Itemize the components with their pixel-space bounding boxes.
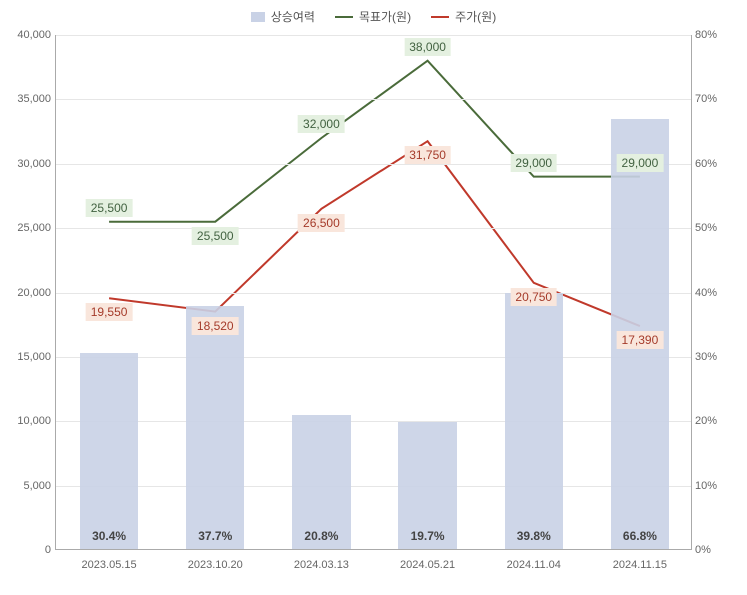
y-axis-left-label: 30,000 bbox=[8, 158, 51, 170]
y-axis-left-label: 10,000 bbox=[8, 415, 51, 427]
x-axis-label: 2023.05.15 bbox=[82, 559, 137, 571]
bar-label: 37.7% bbox=[198, 529, 232, 543]
data-label: 32,000 bbox=[298, 115, 345, 133]
data-label: 29,000 bbox=[617, 154, 664, 172]
gridline bbox=[56, 99, 691, 100]
data-label: 38,000 bbox=[404, 38, 451, 56]
y-axis-left-label: 20,000 bbox=[8, 287, 51, 299]
legend-item: 주가(원) bbox=[431, 8, 496, 25]
bar-label: 30.4% bbox=[92, 529, 126, 543]
y-axis-right-label: 40% bbox=[695, 287, 735, 299]
data-label: 17,390 bbox=[617, 331, 664, 349]
legend-label: 목표가(원) bbox=[359, 8, 411, 25]
gridline bbox=[56, 35, 691, 36]
y-axis-left-label: 15,000 bbox=[8, 351, 51, 363]
data-label: 29,000 bbox=[510, 154, 557, 172]
bar bbox=[80, 353, 138, 549]
chart-container: 상승여력목표가(원)주가(원) 00%5,00010%10,00020%15,0… bbox=[0, 0, 747, 595]
y-axis-left-label: 5,000 bbox=[8, 480, 51, 492]
y-axis-right-label: 30% bbox=[695, 351, 735, 363]
gridline bbox=[56, 228, 691, 229]
x-axis-label: 2023.10.20 bbox=[188, 559, 243, 571]
bar-label: 39.8% bbox=[517, 529, 551, 543]
legend: 상승여력 목표가(원) 주가(원) bbox=[0, 8, 747, 25]
data-label: 25,500 bbox=[192, 227, 239, 245]
y-axis-left-label: 25,000 bbox=[8, 222, 51, 234]
y-axis-right-label: 80% bbox=[695, 29, 735, 41]
data-label: 20,750 bbox=[510, 288, 557, 306]
line-series bbox=[109, 61, 640, 222]
y-axis-right-label: 10% bbox=[695, 480, 735, 492]
y-axis-left-label: 40,000 bbox=[8, 29, 51, 41]
data-label: 19,550 bbox=[86, 303, 133, 321]
bar-label: 66.8% bbox=[623, 529, 657, 543]
legend-label: 상승여력 bbox=[271, 8, 315, 25]
x-axis-label: 2024.05.21 bbox=[400, 559, 455, 571]
y-axis-right-label: 50% bbox=[695, 222, 735, 234]
x-axis-label: 2024.11.15 bbox=[613, 559, 667, 571]
data-label: 25,500 bbox=[86, 199, 133, 217]
gridline bbox=[56, 486, 691, 487]
bar-label: 19.7% bbox=[411, 529, 445, 543]
legend-swatch bbox=[431, 16, 449, 18]
data-label: 26,500 bbox=[298, 214, 345, 232]
y-axis-right-label: 70% bbox=[695, 93, 735, 105]
bar bbox=[186, 306, 244, 549]
legend-label: 주가(원) bbox=[455, 8, 496, 25]
bar-label: 20.8% bbox=[304, 529, 338, 543]
x-axis-label: 2024.11.04 bbox=[507, 559, 561, 571]
gridline bbox=[56, 357, 691, 358]
bar bbox=[505, 293, 563, 549]
data-label: 31,750 bbox=[404, 146, 451, 164]
y-axis-left-label: 0 bbox=[8, 544, 51, 556]
y-axis-right-label: 0% bbox=[695, 544, 735, 556]
y-axis-left-label: 35,000 bbox=[8, 93, 51, 105]
gridline bbox=[56, 293, 691, 294]
gridline bbox=[56, 421, 691, 422]
x-axis-label: 2024.03.13 bbox=[294, 559, 349, 571]
data-label: 18,520 bbox=[192, 317, 239, 335]
y-axis-right-label: 60% bbox=[695, 158, 735, 170]
legend-item: 목표가(원) bbox=[335, 8, 411, 25]
legend-item: 상승여력 bbox=[251, 8, 315, 25]
legend-swatch bbox=[251, 12, 265, 22]
gridline bbox=[56, 164, 691, 165]
legend-swatch bbox=[335, 16, 353, 18]
y-axis-right-label: 20% bbox=[695, 415, 735, 427]
plot-area: 00%5,00010%10,00020%15,00030%20,00040%25… bbox=[55, 35, 692, 550]
